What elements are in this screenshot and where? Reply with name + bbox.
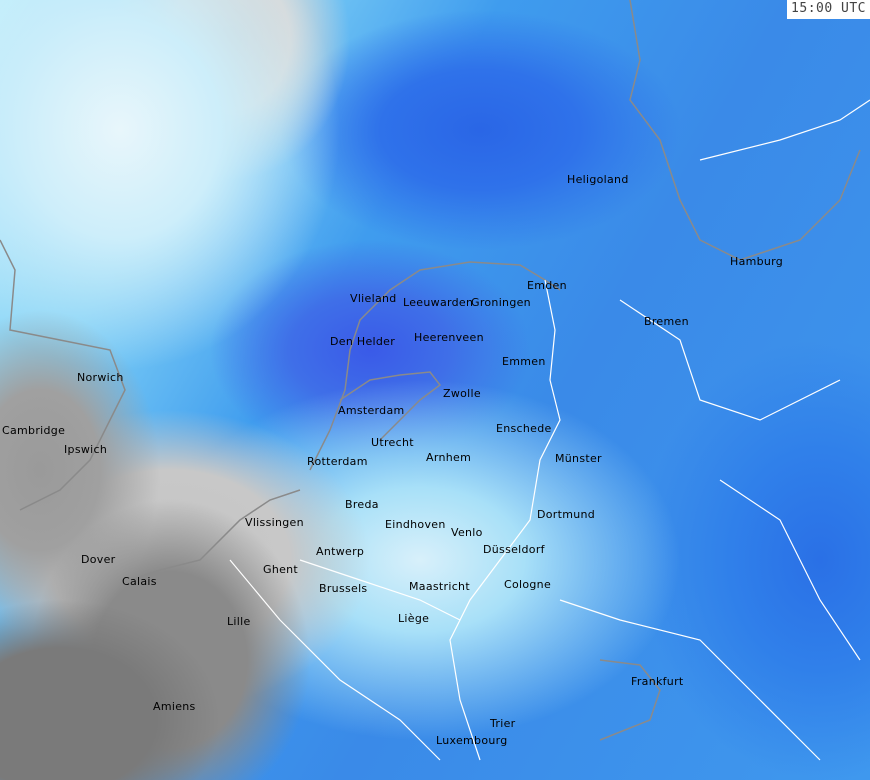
city-label-zwolle: Zwolle — [443, 387, 481, 400]
city-label-venlo: Venlo — [451, 526, 483, 539]
city-label-lille: Lille — [227, 615, 251, 628]
city-label-breda: Breda — [345, 498, 379, 511]
city-label-ipswich: Ipswich — [64, 443, 108, 456]
city-label-m-nster: Münster — [555, 452, 602, 465]
city-label-vlissingen: Vlissingen — [245, 516, 304, 529]
city-label-hamburg: Hamburg — [730, 255, 784, 268]
city-label-li-ge: Liège — [398, 612, 430, 625]
city-label-d-sseldorf: Düsseldorf — [483, 543, 545, 556]
city-label-bremen: Bremen — [644, 315, 689, 328]
timestamp-label: 15:00 UTC — [787, 0, 870, 19]
city-label-ghent: Ghent — [263, 563, 299, 576]
city-label-calais: Calais — [122, 575, 157, 588]
city-label-brussels: Brussels — [319, 582, 368, 595]
city-label-trier: Trier — [490, 717, 516, 730]
city-label-arnhem: Arnhem — [426, 451, 472, 464]
city-label-emden: Emden — [527, 279, 567, 292]
city-label-vlieland: Vlieland — [350, 292, 397, 305]
city-label-amsterdam: Amsterdam — [338, 404, 405, 417]
city-label-leeuwarden: Leeuwarden — [403, 296, 474, 309]
city-label-cologne: Cologne — [504, 578, 552, 591]
city-label-antwerp: Antwerp — [316, 545, 365, 558]
city-label-dortmund: Dortmund — [537, 508, 596, 521]
city-label-groningen: Groningen — [471, 296, 531, 309]
city-label-enschede: Enschede — [496, 422, 552, 435]
city-label-amiens: Amiens — [153, 700, 196, 713]
city-label-dover: Dover — [81, 553, 116, 566]
city-label-utrecht: Utrecht — [371, 436, 414, 449]
city-label-den-helder: Den Helder — [330, 335, 396, 348]
city-label-frankfurt: Frankfurt — [631, 675, 684, 688]
city-label-heligoland: Heligoland — [567, 173, 629, 186]
city-label-luxembourg: Luxembourg — [436, 734, 508, 747]
city-label-maastricht: Maastricht — [409, 580, 470, 593]
city-label-heerenveen: Heerenveen — [414, 331, 484, 344]
city-label-emmen: Emmen — [502, 355, 546, 368]
city-label-rotterdam: Rotterdam — [307, 455, 368, 468]
city-label-norwich: Norwich — [77, 371, 124, 384]
city-label-cambridge: Cambridge — [2, 424, 66, 437]
city-label-eindhoven: Eindhoven — [385, 518, 446, 531]
